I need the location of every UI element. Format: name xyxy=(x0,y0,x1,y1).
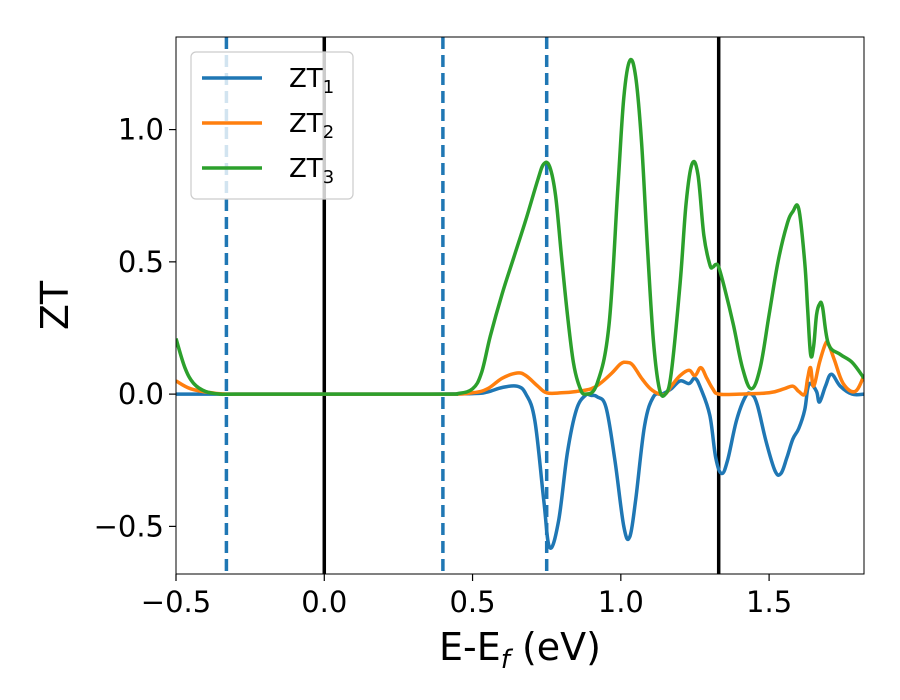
x-axis-label-main: E-E xyxy=(439,625,501,669)
x-tick-label: 1.5 xyxy=(746,585,792,619)
y-tick-label: 0.0 xyxy=(118,377,164,411)
plot-frame xyxy=(175,36,865,575)
y-axis-label: ZT xyxy=(33,280,77,330)
series-lines xyxy=(176,57,864,550)
y-tick-label: 0.5 xyxy=(118,245,164,279)
legend-box xyxy=(190,51,354,200)
x-tick-label: 1.0 xyxy=(598,585,644,619)
legend-entry-name: ZT xyxy=(289,64,323,94)
legend-entry-zt1: ZT1 xyxy=(289,64,334,98)
legend-entry-subscript: 1 xyxy=(323,77,334,98)
x-axis-label-unit: (eV) xyxy=(510,625,601,669)
axis-ticks: −0.5 0.0 0.5 1.0 1.5 −0.5 0.0 0.5 1.0 xyxy=(94,113,793,619)
legend-entry-zt3: ZT3 xyxy=(289,154,334,188)
series-line-zt1 xyxy=(176,372,864,550)
x-tick-label: 0.5 xyxy=(449,585,495,619)
legend-entry-name: ZT xyxy=(289,154,323,184)
legend-entry-subscript: 3 xyxy=(323,167,334,188)
y-tick-label: −0.5 xyxy=(94,509,164,543)
series-line-zt3 xyxy=(176,57,864,398)
legend-entry-zt2: ZT2 xyxy=(289,109,334,143)
x-tick-label: 0.0 xyxy=(301,585,347,619)
legend-entry-name: ZT xyxy=(289,109,323,139)
y-tick-label: 1.0 xyxy=(118,113,164,147)
x-axis-label: E-Ef (eV) xyxy=(439,625,601,675)
x-tick-label: −0.5 xyxy=(141,585,211,619)
legend-entry-subscript: 2 xyxy=(323,122,334,143)
